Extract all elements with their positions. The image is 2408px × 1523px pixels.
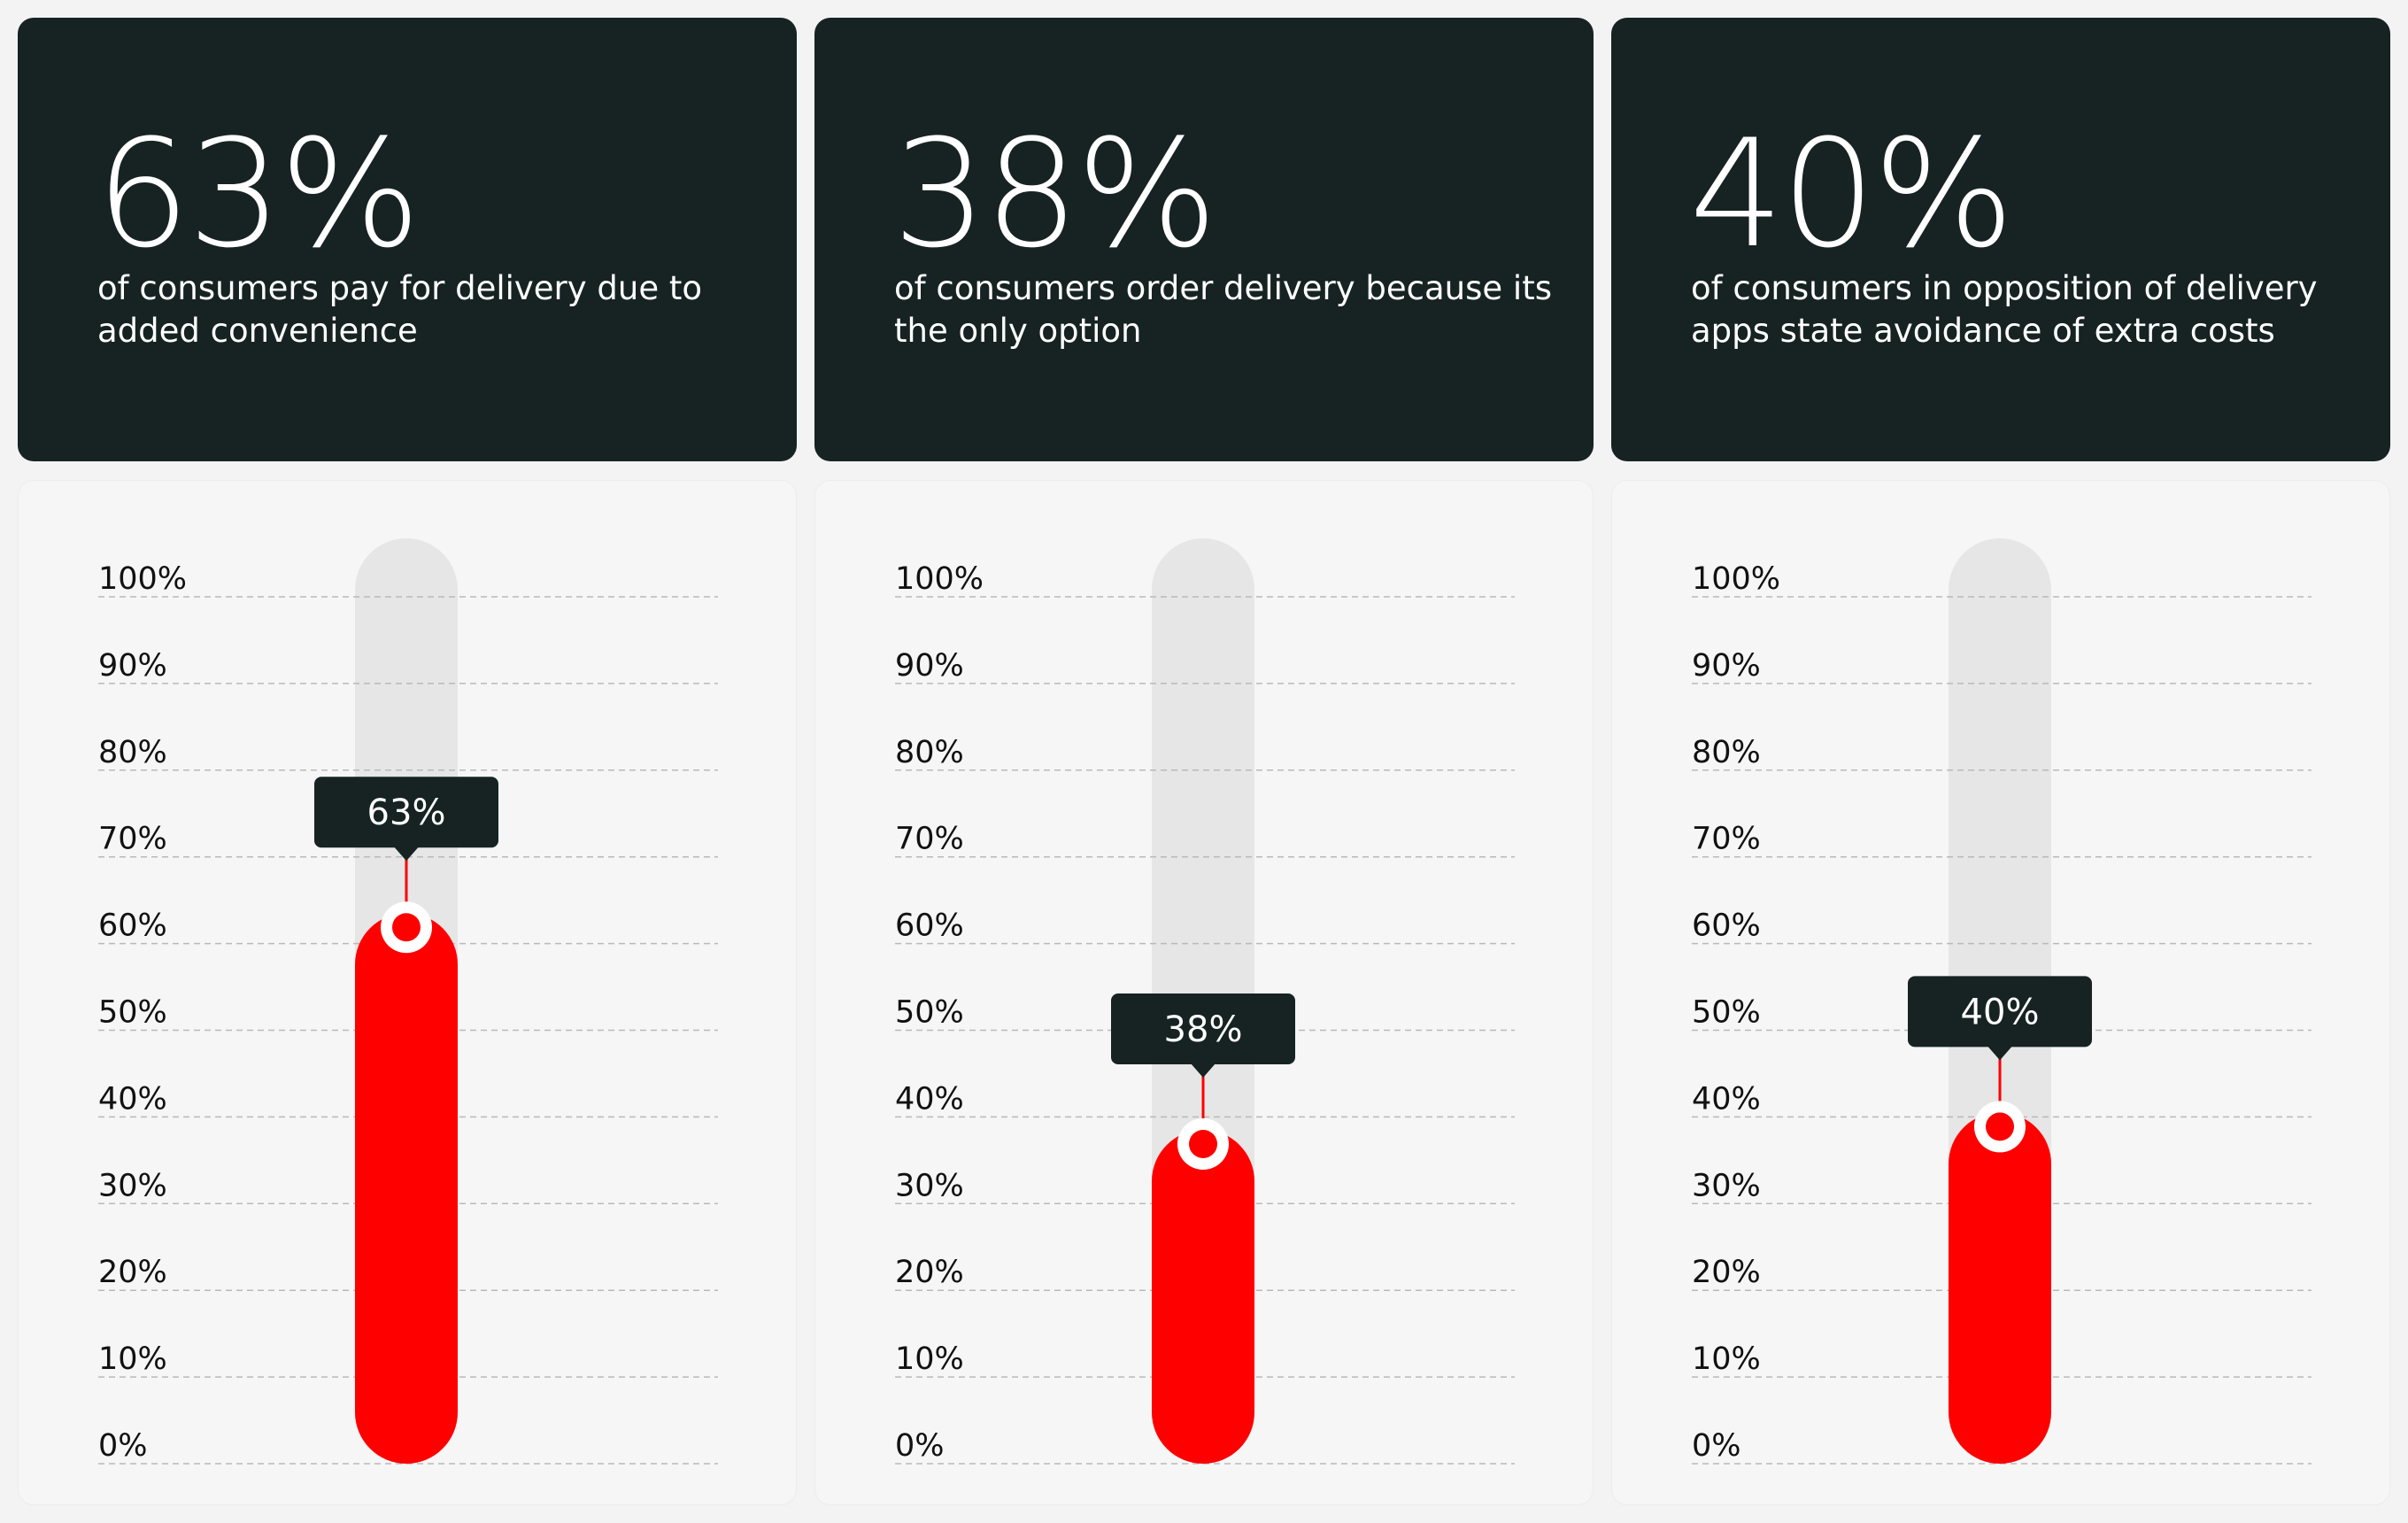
- y-tick-label: 50%: [1692, 995, 1761, 1031]
- stat-value: 40%: [1689, 107, 2014, 281]
- y-tick-label: 20%: [98, 1255, 167, 1290]
- value-bar: [1152, 1129, 1254, 1464]
- y-tick-label: 20%: [1692, 1255, 1761, 1290]
- y-tick-label: 100%: [895, 561, 984, 597]
- y-tick-label: 50%: [98, 995, 167, 1031]
- thermometer-chart: 0% 10% 20% 30% 40% 50% 60% 70% 80% 90% 100% 63%: [98, 538, 718, 1465]
- value-label: 38%: [1164, 1009, 1243, 1050]
- stat-card: 40% of consumers in opposition of delive…: [1611, 18, 2390, 461]
- y-tick-label: 30%: [1692, 1168, 1761, 1203]
- y-tick-label: 40%: [1692, 1081, 1761, 1117]
- stat-description: of consumers order delivery because its …: [894, 269, 1552, 350]
- y-tick-label: 60%: [895, 908, 964, 944]
- y-tick-label: 40%: [895, 1081, 964, 1117]
- y-tick-label: 30%: [895, 1168, 964, 1203]
- stat-description: of consumers pay for delivery due to add…: [97, 269, 703, 350]
- value-callout: [1908, 976, 2092, 1048]
- value-callout: [1111, 993, 1295, 1064]
- value-label: 40%: [1961, 992, 2040, 1032]
- y-tick-label: 20%: [895, 1255, 964, 1290]
- y-tick-label: 0%: [98, 1428, 148, 1464]
- callout-pointer: [394, 847, 419, 862]
- y-tick-label: 80%: [1692, 735, 1761, 770]
- callout-pointer: [1191, 1063, 1216, 1078]
- y-tick-label: 10%: [98, 1341, 167, 1377]
- y-tick-label: 0%: [1692, 1428, 1741, 1464]
- stat-card: 63% of consumers pay for delivery due to…: [18, 18, 797, 461]
- chart-card: 0% 10% 20% 30% 40% 50% 60% 70% 80% 90% 100% 38%: [814, 480, 1594, 1505]
- stat-value: 38%: [892, 107, 1217, 281]
- chart-card: 0% 10% 20% 30% 40% 50% 60% 70% 80% 90% 100% 40%: [1611, 480, 2390, 1505]
- y-tick-label: 80%: [98, 735, 167, 770]
- callout-pointer: [1987, 1046, 2012, 1061]
- y-tick-label: 40%: [98, 1081, 167, 1117]
- y-tick-label: 100%: [1692, 561, 1780, 597]
- y-tick-label: 10%: [1692, 1341, 1761, 1377]
- stat-value: 63%: [96, 107, 421, 281]
- y-tick-label: 90%: [1692, 648, 1761, 684]
- y-tick-label: 80%: [895, 735, 964, 770]
- stat-card: 38% of consumers order delivery because …: [814, 18, 1594, 461]
- y-tick-label: 30%: [98, 1168, 167, 1203]
- thermometer-chart: 0% 10% 20% 30% 40% 50% 60% 70% 80% 90% 100% 38%: [895, 538, 1515, 1465]
- y-tick-label: 60%: [98, 908, 167, 944]
- chart-card: 0% 10% 20% 30% 40% 50% 60% 70% 80% 90% 100% 63%: [18, 480, 797, 1505]
- value-marker-dot: [1986, 1112, 2014, 1141]
- stat-description: of consumers in opposition of delivery a…: [1691, 269, 2318, 350]
- value-marker-dot: [392, 913, 421, 942]
- y-tick-label: 90%: [98, 648, 167, 684]
- y-tick-label: 70%: [895, 822, 964, 857]
- y-tick-label: 70%: [98, 822, 167, 857]
- y-tick-label: 50%: [895, 995, 964, 1031]
- y-tick-label: 90%: [895, 648, 964, 684]
- y-tick-label: 10%: [895, 1341, 964, 1377]
- value-bar: [1949, 1112, 2051, 1464]
- y-tick-label: 70%: [1692, 822, 1761, 857]
- value-callout: [314, 777, 498, 848]
- thermometer-chart: 0% 10% 20% 30% 40% 50% 60% 70% 80% 90% 100% 40%: [1692, 538, 2312, 1465]
- value-label: 63%: [367, 792, 446, 833]
- y-tick-label: 60%: [1692, 908, 1761, 944]
- y-tick-label: 100%: [98, 561, 187, 597]
- value-bar: [355, 913, 458, 1464]
- y-tick-label: 0%: [895, 1428, 945, 1464]
- value-marker-dot: [1189, 1129, 1217, 1158]
